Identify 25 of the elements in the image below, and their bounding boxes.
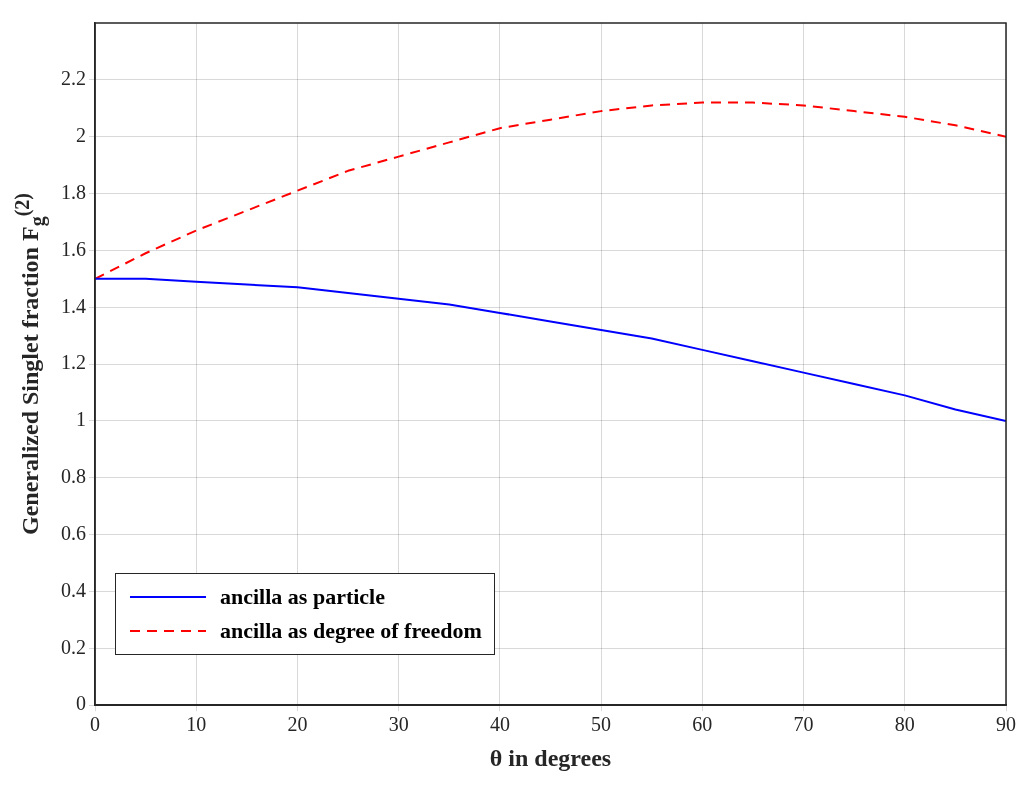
y-tick-label: 0.6	[61, 521, 86, 544]
x-tick-label: 40	[489, 713, 510, 736]
x-axis-title: θ in degrees	[489, 744, 612, 771]
y-tick-label: 1.2	[61, 351, 86, 374]
x-tick-label: 0	[90, 713, 100, 736]
y-tick-label: 0	[76, 692, 86, 715]
legend-label: ancilla as particle	[220, 584, 385, 611]
y-tick-label: 1.4	[61, 294, 86, 317]
y-tick-label: 2.2	[61, 67, 86, 90]
legend-label: ancilla as degree of freedom	[220, 618, 482, 645]
y-tick-label: 1.6	[61, 237, 86, 260]
x-tick-label: 60	[692, 713, 713, 736]
y-tick-label: 0.2	[61, 635, 86, 658]
x-tick-label: 50	[591, 713, 612, 736]
x-tick-label: 10	[186, 713, 207, 736]
y-tick-label: 0.4	[61, 578, 86, 601]
x-tick-label: 80	[894, 713, 915, 736]
x-tick-label: 90	[996, 713, 1016, 736]
y-tick-label: 2	[76, 123, 86, 146]
y-tick-label: 1.8	[61, 180, 86, 203]
x-tick-label: 30	[388, 713, 409, 736]
y-tick-label: 0.8	[61, 465, 86, 488]
y-tick-label: 1	[76, 408, 86, 431]
x-tick-label: 20	[287, 713, 308, 736]
x-tick-label: 70	[793, 713, 814, 736]
